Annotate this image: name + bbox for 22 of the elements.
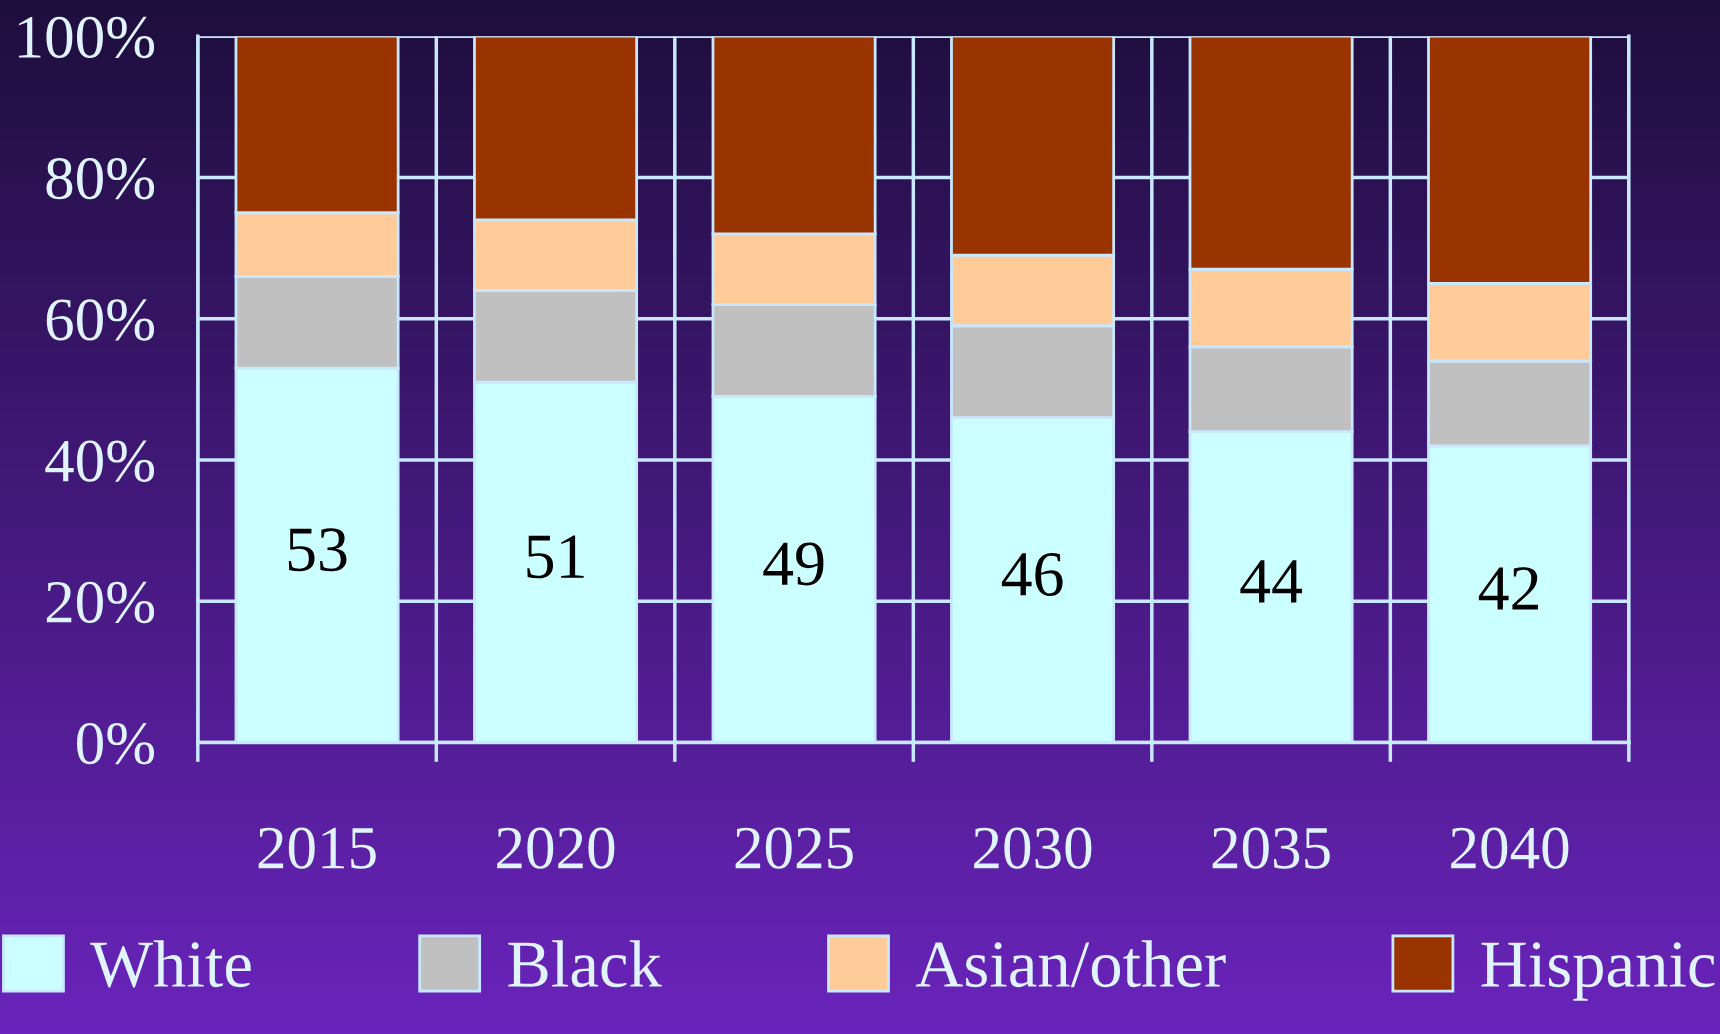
x-tick-label: 2015 [258, 827, 376, 869]
y-tick-label: 40% [45, 440, 155, 482]
legend-label: Hispanic [1481, 942, 1715, 1001]
x-tick-label: 2040 [1451, 827, 1569, 869]
x-tick-label: 2035 [1212, 827, 1330, 869]
x-tick-label: 2020 [497, 827, 615, 869]
y-tick-label: 60% [46, 299, 155, 341]
y-tick-label: 20% [46, 581, 155, 624]
data-label: 51 [527, 535, 584, 579]
data-label: 53 [288, 528, 347, 572]
legend-label: White [90, 940, 251, 988]
x-tick-label: 2025 [735, 827, 853, 869]
y-tick-label: 100% [18, 16, 155, 59]
data-label: 42 [1478, 567, 1539, 610]
x-tick-label: 2030 [974, 827, 1092, 869]
y-tick-label: 0% [77, 722, 155, 765]
y-tick-label: 80% [46, 158, 155, 200]
legend-label: Asian/other [915, 940, 1226, 988]
data-label: 49 [763, 542, 824, 586]
data-label: 46 [1001, 553, 1063, 596]
legend-label: Black [508, 940, 662, 988]
data-label: 44 [1240, 560, 1303, 603]
